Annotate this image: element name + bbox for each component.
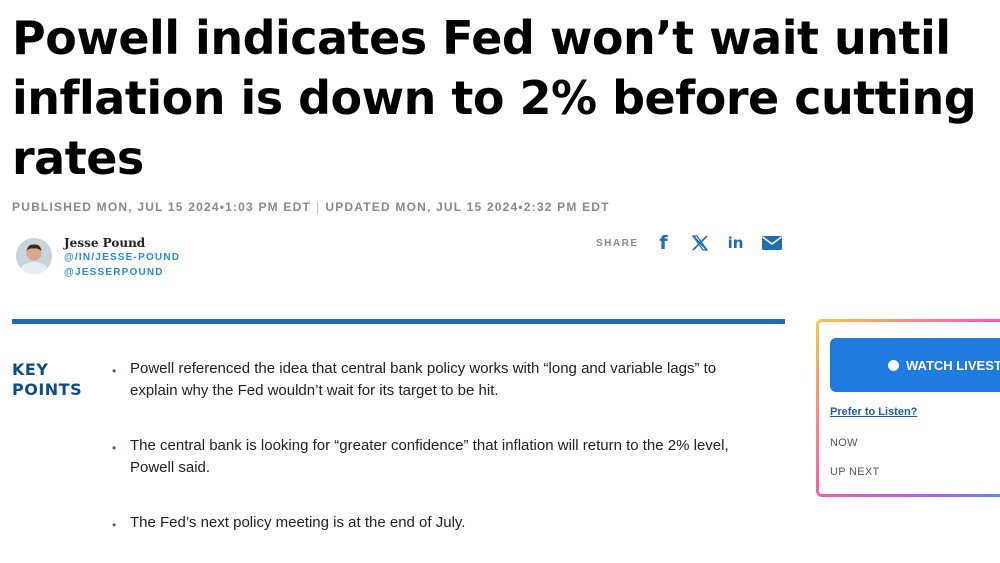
- watch-livestream-label: WATCH LIVESTREAM: [906, 357, 1000, 373]
- x-twitter-icon[interactable]: [687, 232, 713, 254]
- timestamp-separator: |: [316, 200, 321, 214]
- facebook-glyph: f: [659, 232, 668, 254]
- author-linkedin-link[interactable]: @/IN/JESSE-POUND: [64, 252, 181, 263]
- key-point-item: • The Fed’s next policy meeting is at th…: [108, 512, 758, 534]
- author-byline: Jesse Pound @/IN/JESSE-POUND @JESSERPOUN…: [16, 236, 180, 280]
- key-points-heading-line1: KEY: [12, 360, 49, 379]
- key-point-item: • The central bank is looking for “great…: [108, 435, 758, 479]
- up-next-label: UP NEXT: [830, 466, 880, 478]
- published-time: PUBLISHED MON, JUL 15 2024•1:03 PM EDT: [12, 200, 311, 214]
- article-headline: Powell indicates Fed won’t wait until in…: [12, 11, 977, 185]
- key-points-heading: KEY POINTS: [12, 360, 92, 400]
- linkedin-icon[interactable]: in: [723, 232, 749, 254]
- bullet-icon: •: [112, 518, 117, 532]
- author-avatar[interactable]: [16, 238, 52, 274]
- key-points-heading-line2: POINTS: [12, 380, 83, 399]
- updated-time: UPDATED MON, JUL 15 2024•2:32 PM EDT: [325, 200, 610, 214]
- key-points-list: • Powell referenced the idea that centra…: [108, 358, 758, 563]
- now-label: NOW: [830, 437, 858, 449]
- facebook-icon[interactable]: f: [651, 232, 677, 254]
- section-divider: [12, 319, 785, 324]
- share-bar: SHARE f in: [596, 232, 795, 254]
- email-icon[interactable]: [759, 232, 785, 254]
- live-dot-icon: [888, 359, 899, 371]
- author-name[interactable]: Jesse Pound: [64, 236, 146, 250]
- bullet-icon: •: [112, 364, 117, 378]
- watch-livestream-button[interactable]: WATCH LIVESTREAM: [830, 338, 1000, 392]
- key-point-item: • Powell referenced the idea that centra…: [108, 358, 758, 402]
- prefer-to-listen-link[interactable]: Prefer to Listen?: [830, 406, 918, 418]
- key-point-text: The Fed’s next policy meeting is at the …: [130, 514, 466, 531]
- linkedin-glyph: in: [727, 234, 744, 252]
- key-point-text: The central bank is looking for “greater…: [130, 437, 729, 476]
- bullet-icon: •: [112, 441, 117, 455]
- live-player-panel: WATCH LIVESTREAM Prefer to Listen? NOW U…: [816, 319, 1000, 497]
- author-twitter-link[interactable]: @JESSERPOUND: [64, 267, 164, 278]
- key-point-text: Powell referenced the idea that central …: [130, 360, 717, 399]
- share-label: SHARE: [596, 237, 639, 249]
- article-timestamp: PUBLISHED MON, JUL 15 2024•1:03 PM EDT | U…: [12, 200, 610, 214]
